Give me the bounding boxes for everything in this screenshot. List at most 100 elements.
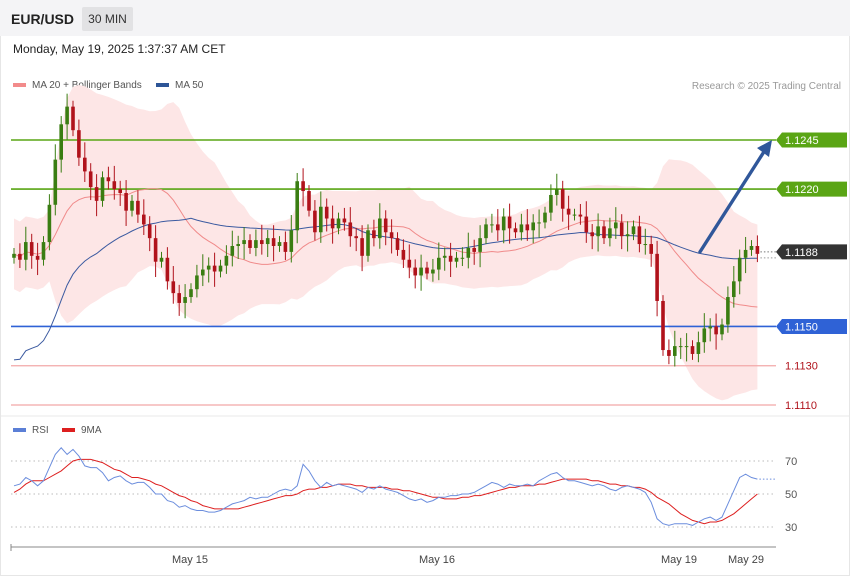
candle-body (413, 267, 417, 276)
candle-body (637, 226, 642, 245)
candle (230, 230, 235, 267)
candle-body (507, 216, 512, 229)
candle-body (501, 216, 506, 231)
candle-body (24, 242, 28, 260)
candle (655, 240, 659, 317)
candle-body (248, 240, 252, 248)
candle (130, 194, 134, 217)
candle-body (708, 326, 712, 329)
legend-label: MA 50 (175, 80, 204, 91)
candle (743, 236, 748, 274)
candle (413, 259, 417, 289)
candle-body (47, 204, 52, 243)
candle (425, 261, 429, 280)
candle-body (678, 346, 683, 348)
candle-body (673, 346, 677, 356)
candle-body (183, 297, 187, 303)
candle-body (224, 255, 229, 266)
candle-body (466, 247, 471, 258)
candle-body (136, 200, 140, 215)
candle-body (165, 257, 170, 282)
candle (496, 209, 500, 241)
candle-body (366, 230, 370, 256)
candle (88, 163, 93, 201)
candle-body (348, 222, 353, 237)
candle-body (726, 297, 730, 325)
candle (661, 295, 665, 356)
time-axis-label: May 19 (661, 554, 697, 566)
candle (59, 116, 63, 173)
candle (372, 219, 376, 247)
candle (147, 216, 152, 252)
candle (354, 227, 358, 252)
candle (277, 236, 282, 252)
candle (41, 236, 46, 266)
candle (212, 252, 217, 287)
timeframe-button[interactable]: 30 MIN (82, 7, 133, 31)
candle (342, 207, 347, 231)
legend-label: MA 20 + Bollinger Bands (32, 80, 142, 91)
candle-body (519, 224, 524, 233)
candle-body (130, 200, 134, 211)
candle (726, 286, 730, 333)
candle (330, 205, 335, 244)
candle-body (714, 326, 718, 335)
candle-body (619, 222, 624, 237)
candle (678, 337, 683, 360)
current-price-tag: 1.1188 (785, 247, 818, 259)
candle (407, 244, 412, 279)
candle (71, 100, 75, 137)
symbol-label: EUR/USD (11, 11, 75, 27)
rsi-tick-label: 50 (785, 489, 797, 501)
candle (224, 245, 229, 274)
candle (702, 313, 707, 353)
rsi-tick-label: 30 (785, 522, 797, 534)
candle-body (755, 246, 760, 254)
candle (236, 235, 240, 259)
candle-body (431, 269, 435, 274)
candle (18, 243, 22, 268)
candle (549, 184, 553, 221)
candle-body (513, 228, 518, 233)
legend-swatch (62, 428, 75, 433)
candle-body (265, 238, 270, 245)
candle (348, 207, 353, 247)
candle (100, 171, 105, 207)
candle (165, 247, 170, 290)
candle-body (29, 242, 34, 256)
candle (47, 194, 52, 251)
candle-body (531, 222, 535, 231)
candle-body (454, 257, 459, 262)
candle-body (401, 249, 406, 260)
candle-body (201, 269, 205, 276)
candle (684, 333, 689, 362)
level-tag: 1.1245 (785, 135, 819, 147)
candle (360, 225, 364, 272)
candle (177, 284, 181, 316)
candle (366, 224, 370, 262)
candle (454, 251, 459, 268)
candle-body (566, 208, 571, 215)
candle (378, 203, 382, 249)
candle-body (578, 214, 583, 217)
candle-body (12, 253, 16, 258)
candle (490, 213, 494, 233)
candle (183, 284, 187, 319)
candle (543, 206, 547, 229)
legend-swatch (156, 83, 169, 88)
candle (77, 119, 81, 166)
candle (472, 239, 476, 265)
candle-body (360, 238, 364, 256)
candle (673, 330, 677, 367)
candle (531, 214, 535, 244)
candle (254, 229, 258, 257)
candle (484, 218, 488, 245)
candle (153, 225, 158, 278)
candle-body (53, 159, 58, 205)
candle-body (614, 222, 618, 229)
candle-body (319, 206, 323, 233)
candle-body (448, 255, 453, 262)
candle (159, 251, 164, 268)
candle-body (602, 226, 606, 239)
candle-body (525, 224, 530, 231)
